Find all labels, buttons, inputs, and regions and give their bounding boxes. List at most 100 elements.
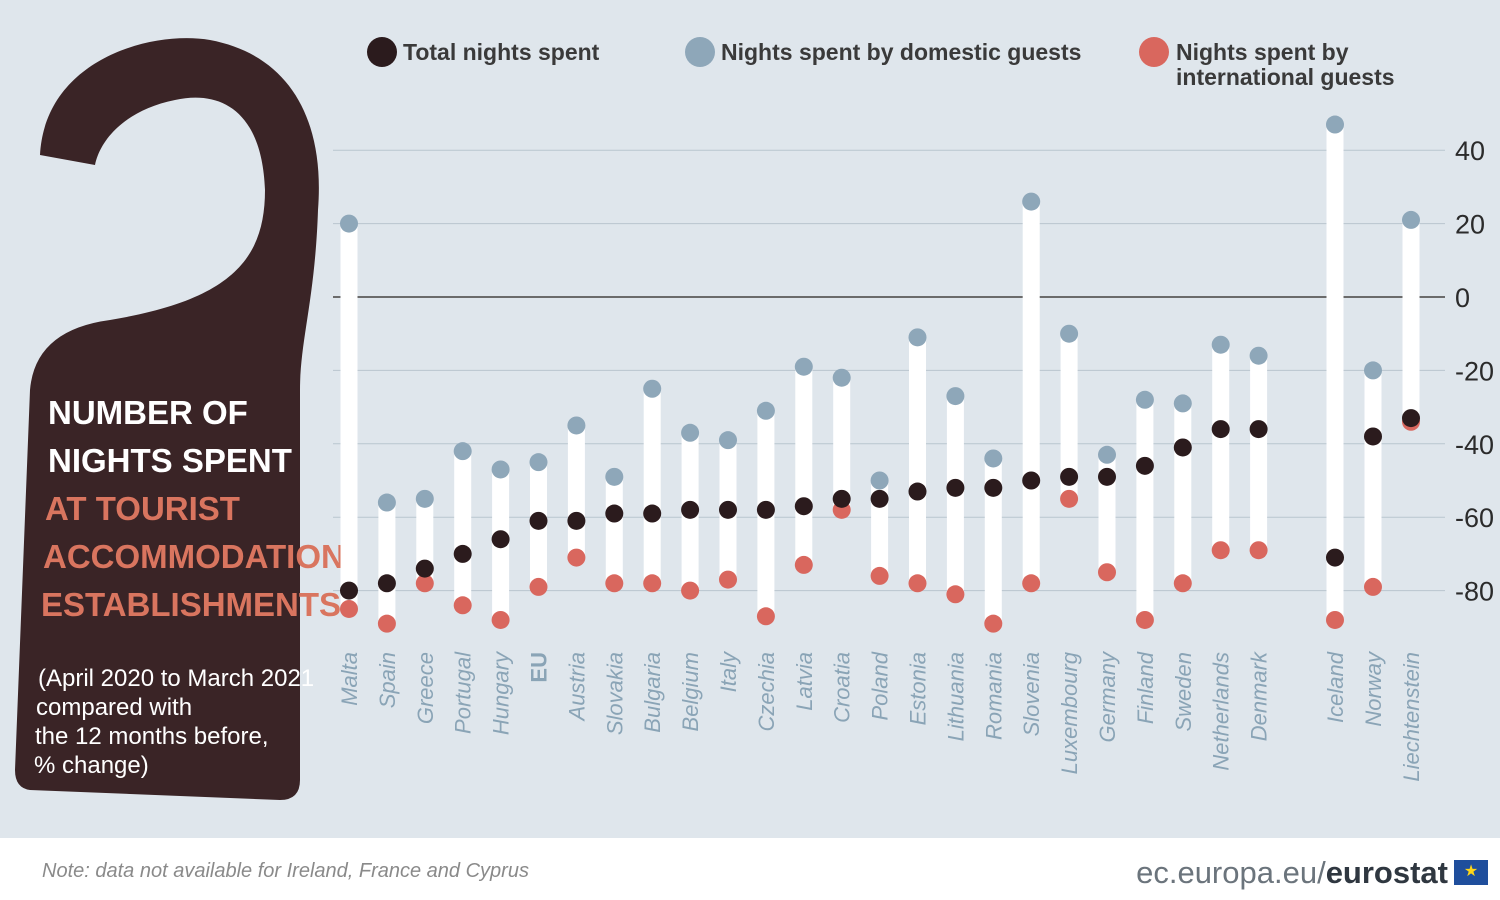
total-point <box>870 489 889 508</box>
international-point <box>946 585 965 604</box>
total-point <box>1098 467 1116 486</box>
range-bar <box>1326 124 1344 620</box>
international-point <box>1364 577 1382 596</box>
category-label: EU <box>527 652 552 683</box>
international-point <box>1098 563 1116 582</box>
title-line-2: NIGHTS SPENT <box>48 442 292 479</box>
y-tick-label: -40 <box>1455 430 1494 460</box>
international-point <box>491 610 510 629</box>
category-label: Denmark <box>1247 651 1272 741</box>
eu-flag-icon: ★ <box>1454 860 1488 885</box>
total-point <box>1022 471 1041 490</box>
range-bar <box>643 388 661 584</box>
grid-layer: 40 20 0 -20 -40 -60 -80 <box>333 136 1494 607</box>
category-label: Italy <box>716 650 741 692</box>
domestic-point <box>1326 115 1344 134</box>
range-bar <box>1364 370 1382 587</box>
international-point <box>794 555 813 574</box>
total-point <box>377 574 396 593</box>
international-point <box>340 599 358 618</box>
y-tick-label: -80 <box>1455 577 1494 607</box>
total-point <box>453 544 472 563</box>
total-point <box>1135 456 1154 475</box>
y-tick-label: 20 <box>1455 210 1485 240</box>
range-bar <box>984 458 1002 624</box>
title-line-5: ESTABLISHMENTS <box>41 586 341 623</box>
category-label: Poland <box>868 651 893 720</box>
category-label: Greece <box>413 652 438 724</box>
total-point <box>340 581 358 600</box>
total-point <box>984 478 1003 497</box>
door-hanger-shape <box>15 38 319 801</box>
category-label: Slovenia <box>1019 652 1044 736</box>
range-bar <box>1402 219 1420 422</box>
category-label: Lithuania <box>943 652 968 741</box>
range-bar <box>1060 333 1078 499</box>
category-label: Romania <box>981 652 1006 740</box>
international-point <box>453 596 472 615</box>
international-point <box>377 614 396 633</box>
total-point <box>719 500 737 519</box>
international-point <box>1060 489 1079 508</box>
domestic-point <box>832 368 851 387</box>
domestic-point <box>794 357 813 376</box>
category-label: Croatia <box>830 652 855 723</box>
category-label: Estonia <box>906 652 931 725</box>
category-label: Czechia <box>754 652 779 731</box>
international-point <box>1022 574 1041 593</box>
category-label: Hungary <box>489 650 514 735</box>
legend: Total nights spent Nights spent by domes… <box>367 37 1395 90</box>
category-label: Belgium <box>678 652 703 731</box>
y-tick-label: -60 <box>1455 503 1494 533</box>
range-bar <box>567 425 585 558</box>
international-point <box>984 614 1003 633</box>
total-point <box>908 482 927 501</box>
y-tick-label: -20 <box>1455 356 1494 386</box>
range-bar <box>605 476 623 584</box>
domestic-point <box>643 379 662 398</box>
category-label: Malta <box>337 652 362 706</box>
legend-total-marker <box>367 37 397 67</box>
range-bar <box>1174 403 1192 584</box>
brand-site: ec.europa.eu/ <box>1136 855 1326 890</box>
category-label: Slovakia <box>602 652 627 735</box>
subtitle-line-4: % change) <box>34 752 149 779</box>
total-point <box>1364 427 1382 446</box>
range-bar <box>340 223 358 609</box>
legend-international-label-1: Nights spent by <box>1176 39 1349 65</box>
total-point <box>794 497 813 516</box>
legend-total-label: Total nights spent <box>403 39 600 65</box>
domestic-point <box>491 460 510 479</box>
domestic-point <box>1211 335 1230 354</box>
domestic-point <box>984 449 1003 468</box>
category-label: Finland <box>1133 651 1158 724</box>
domestic-point <box>756 401 775 420</box>
category-label: Norway <box>1361 650 1386 727</box>
total-point <box>415 559 434 578</box>
legend-international-marker <box>1139 37 1169 67</box>
total-point <box>643 504 662 523</box>
legend-domestic-label: Nights spent by domestic guests <box>721 39 1081 65</box>
category-label: Austria <box>564 652 589 722</box>
domestic-point <box>1173 394 1192 413</box>
domestic-point <box>567 416 586 435</box>
total-point <box>491 530 510 549</box>
category-label: Latvia <box>792 652 817 711</box>
domestic-point <box>377 493 396 512</box>
international-point <box>567 548 586 567</box>
total-point <box>1211 420 1230 439</box>
range-bar <box>1212 344 1230 551</box>
footnote: Note: data not available for Ireland, Fr… <box>42 860 529 882</box>
international-point <box>1135 610 1154 629</box>
y-tick-label: 0 <box>1455 283 1470 313</box>
domestic-point <box>1135 390 1154 409</box>
international-point <box>681 581 700 600</box>
domestic-point <box>340 214 358 233</box>
brand-name: eurostat <box>1325 855 1448 890</box>
domestic-point <box>681 423 700 442</box>
range-bar <box>1136 399 1154 620</box>
total-point <box>756 500 775 519</box>
eurostat-brand[interactable]: ec.europa.eu/eurostat <box>1136 855 1448 891</box>
range-bar <box>454 451 472 606</box>
category-label: Luxembourg <box>1057 651 1082 774</box>
